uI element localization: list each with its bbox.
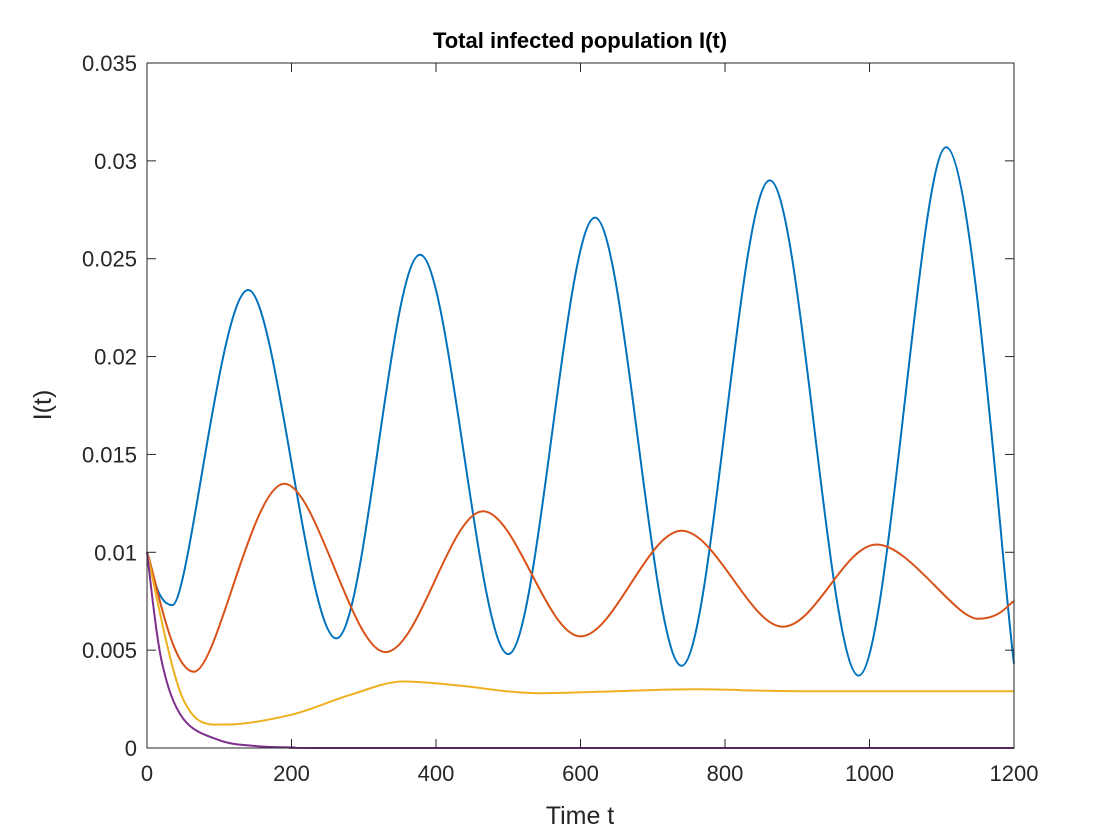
- y-tick-label: 0: [125, 736, 137, 761]
- y-tick-label: 0.03: [94, 149, 137, 174]
- y-tick-label: 0.035: [82, 51, 137, 76]
- series-1-line: [146, 146, 1015, 677]
- y-tick-label: 0.01: [94, 540, 137, 565]
- series-2-line: [146, 482, 1015, 673]
- x-tick-label: 1000: [845, 761, 894, 786]
- x-tick-label: 200: [273, 761, 310, 786]
- x-tick-label: 400: [418, 761, 455, 786]
- x-tick-label: 600: [562, 761, 599, 786]
- x-axis-label: Time t: [546, 802, 615, 830]
- y-tick-label: 0.025: [82, 247, 137, 272]
- x-tick-label: 0: [141, 761, 153, 786]
- y-tick-label: 0.02: [94, 345, 137, 370]
- y-axis-label: I(t): [29, 390, 57, 421]
- y-tick-label: 0.005: [82, 638, 137, 663]
- y-tick-label: 0.015: [82, 442, 137, 467]
- x-tick-label: 800: [707, 761, 744, 786]
- x-tick-label: 1200: [990, 761, 1039, 786]
- tick-layer: 0 200 400 600 800 1000 1200 0 0.005 0.01 0.015 0.02…: [82, 51, 1039, 786]
- series-3-line: [146, 552, 1014, 726]
- chart-title: Total infected population I(t): [433, 28, 727, 53]
